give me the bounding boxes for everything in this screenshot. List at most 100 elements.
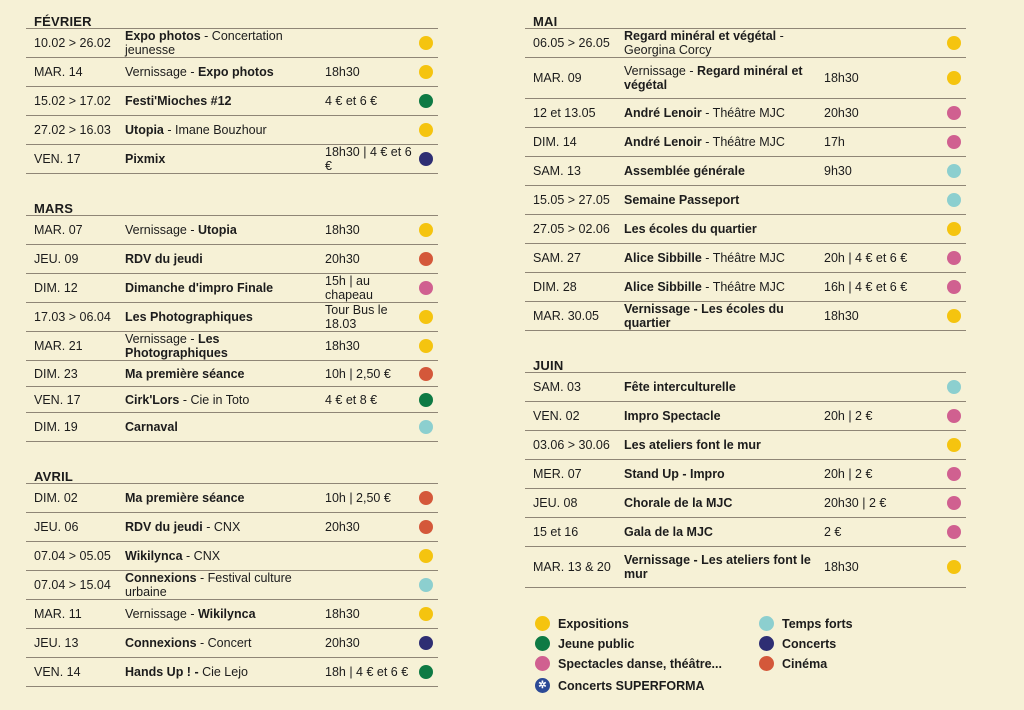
event-date: MAR. 13 & 20 bbox=[533, 560, 611, 574]
event-row: SAM. 03 Fête interculturelle bbox=[525, 373, 966, 402]
event-info: 18h30 | 4 € et 6 € bbox=[325, 145, 412, 173]
event-row: DIM. 14 André Lenoir - Théâtre MJC 17h bbox=[525, 128, 966, 157]
event-name: Hands Up ! - bbox=[125, 665, 199, 679]
event-info: 2 € bbox=[824, 525, 842, 539]
category-dot-icon bbox=[947, 309, 961, 323]
event-info: 18h30 bbox=[325, 223, 360, 237]
event-info: 20h30 bbox=[325, 252, 360, 266]
event-date: JEU. 08 bbox=[533, 496, 578, 510]
category-dot-icon bbox=[947, 36, 961, 50]
event-name: Utopia bbox=[125, 123, 164, 137]
legend-dot-icon bbox=[759, 616, 774, 631]
category-marker bbox=[942, 380, 966, 394]
event-row: VEN. 14 Hands Up ! - Cie Lejo 18h | 4 € et… bbox=[26, 658, 438, 687]
event-subtitle: - Imane Bouzhour bbox=[163, 123, 267, 137]
event-name: André Lenoir bbox=[624, 135, 702, 149]
event-info: 20h | 2 € bbox=[824, 409, 873, 423]
legend-label: Concerts bbox=[782, 636, 837, 651]
event-name: RDV du jeudi bbox=[125, 252, 203, 266]
event-row: SAM. 13 Assemblée générale 9h30 bbox=[525, 157, 966, 186]
event-date: VEN. 02 bbox=[533, 409, 580, 423]
event-date: 27.02 > 16.03 bbox=[34, 123, 111, 137]
event-row: VEN. 17 Pixmix 18h30 | 4 € et 6 € bbox=[26, 145, 438, 174]
category-dot-icon bbox=[947, 135, 961, 149]
legend-label: Spectacles danse, théâtre... bbox=[558, 656, 722, 671]
event-title: Alice Sibbille - Théâtre MJC bbox=[624, 251, 824, 265]
event-date: SAM. 27 bbox=[533, 251, 581, 265]
event-title: RDV du jeudi - CNX bbox=[125, 520, 325, 534]
category-dot-icon bbox=[419, 36, 433, 50]
event-date: 06.05 > 26.05 bbox=[533, 36, 610, 50]
event-info: 20h30 | 2 € bbox=[824, 496, 887, 510]
event-row: MAR. 13 & 20 Vernissage - Les ateliers fo… bbox=[525, 547, 966, 588]
event-date: VEN. 17 bbox=[34, 152, 81, 166]
event-row: 07.04 > 15.04 Connexions - Festival cultu… bbox=[26, 571, 438, 600]
event-date: 15 et 16 bbox=[533, 525, 579, 539]
event-date: 10.02 > 26.02 bbox=[34, 36, 111, 50]
event-name: Semaine Passeport bbox=[624, 193, 740, 207]
legend-item: Concerts bbox=[759, 636, 836, 651]
event-list-mai: 06.05 > 26.05 Regard minéral et végétal -… bbox=[525, 29, 966, 331]
legend-dot-icon bbox=[759, 656, 774, 671]
event-row: 12 et 13.05 André Lenoir - Théâtre MJC 20h… bbox=[525, 99, 966, 128]
category-marker bbox=[414, 310, 438, 324]
event-title: Alice Sibbille - Théâtre MJC bbox=[624, 280, 824, 294]
event-title: Hands Up ! - Cie Lejo bbox=[125, 665, 325, 679]
category-dot-icon bbox=[419, 491, 433, 505]
event-prefix: Vernissage - bbox=[624, 64, 697, 78]
event-date: 07.04 > 15.04 bbox=[34, 578, 111, 592]
event-date: DIM. 12 bbox=[34, 281, 78, 295]
category-marker bbox=[942, 309, 966, 323]
event-title: Gala de la MJC bbox=[624, 525, 824, 539]
category-marker bbox=[414, 665, 438, 679]
event-title: Assemblée générale bbox=[624, 164, 824, 178]
category-marker bbox=[942, 560, 966, 574]
event-row: 15.02 > 17.02 Festi'Mioches #12 4 € et 6 € bbox=[26, 87, 438, 116]
category-marker bbox=[414, 607, 438, 621]
event-info: 10h | 2,50 € bbox=[325, 366, 391, 381]
category-marker bbox=[942, 438, 966, 452]
category-marker bbox=[942, 222, 966, 236]
event-name: Vernissage - Les écoles du quartier bbox=[624, 302, 784, 330]
event-date: DIM. 23 bbox=[34, 366, 78, 381]
event-title: Les écoles du quartier bbox=[624, 222, 824, 236]
month-heading-mai: MAI bbox=[525, 10, 966, 29]
category-dot-icon bbox=[419, 420, 433, 434]
event-name: Fête interculturelle bbox=[624, 380, 736, 394]
event-title: Impro Spectacle bbox=[624, 409, 824, 423]
event-title: Pixmix bbox=[125, 152, 325, 166]
event-info: 20h30 bbox=[824, 106, 859, 120]
event-name: Alice Sibbille bbox=[624, 251, 702, 265]
category-marker bbox=[414, 392, 438, 407]
event-name: RDV du jeudi bbox=[125, 520, 203, 534]
event-title: Vernissage - Les Photographiques bbox=[125, 332, 325, 360]
event-name: Vernissage - Les ateliers font le mur bbox=[624, 553, 811, 581]
event-row: MAR. 14 Vernissage - Expo photos 18h30 bbox=[26, 58, 438, 87]
category-marker bbox=[414, 549, 438, 563]
event-name: Wikilynca bbox=[197, 607, 256, 621]
category-dot-icon bbox=[419, 123, 433, 137]
event-title: Vernissage - Regard minéral et végétal bbox=[624, 64, 824, 92]
event-date: DIM. 14 bbox=[533, 135, 577, 149]
category-dot-icon bbox=[419, 549, 433, 563]
category-marker bbox=[414, 491, 438, 505]
event-name: Ma première séance bbox=[125, 491, 245, 505]
event-title: Wikilynca - CNX bbox=[125, 549, 325, 563]
event-date: 07.04 > 05.05 bbox=[34, 549, 111, 563]
event-title: Vernissage - Wikilynca bbox=[125, 607, 325, 621]
category-marker bbox=[414, 636, 438, 650]
event-title: Les Photographiques bbox=[125, 310, 325, 324]
event-subtitle: - CNX bbox=[202, 520, 241, 534]
event-row: SAM. 27 Alice Sibbille - Théâtre MJC 20h |… bbox=[525, 244, 966, 273]
event-name: Les Photographiques bbox=[125, 310, 253, 324]
event-prefix: Vernissage - bbox=[125, 223, 198, 237]
event-row: 07.04 > 05.05 Wikilynca - CNX bbox=[26, 542, 438, 571]
event-subtitle: - Théâtre MJC bbox=[701, 251, 785, 265]
event-title: Ma première séance bbox=[125, 367, 325, 381]
right-column: MAI 06.05 > 26.05 Regard minéral et végét… bbox=[525, 10, 966, 588]
event-row: MAR. 21 Vernissage - Les Photographiques 1… bbox=[26, 332, 438, 361]
event-title: Chorale de la MJC bbox=[624, 496, 824, 510]
event-row: 15 et 16 Gala de la MJC 2 € bbox=[525, 518, 966, 547]
category-marker bbox=[414, 65, 438, 79]
event-name: Wikilynca bbox=[125, 549, 183, 563]
